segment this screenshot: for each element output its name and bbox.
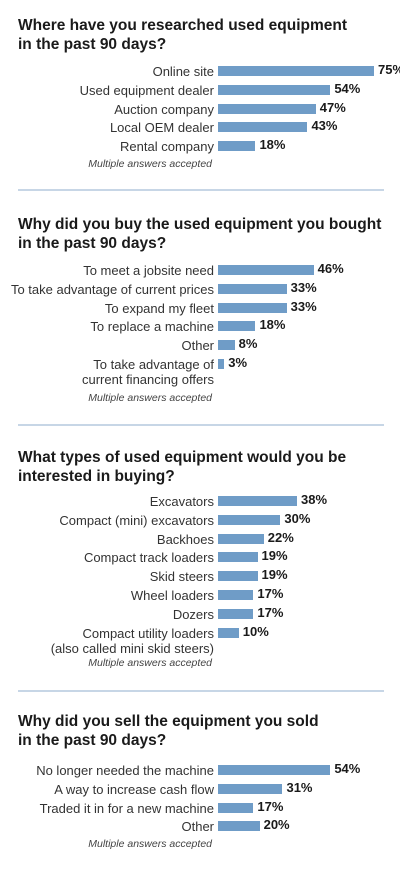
chart-title: Why did you buy the used equipment you b…	[18, 216, 382, 252]
category-label: Compact track loaders	[83, 550, 214, 566]
data-bar	[218, 571, 258, 582]
category-label: Backhoes	[156, 531, 214, 547]
data-value-label: 18%	[259, 137, 286, 153]
section-divider	[18, 189, 384, 191]
data-bar	[218, 802, 254, 813]
data-bar	[218, 608, 254, 619]
data-bar	[218, 321, 256, 332]
data-value-label: 47%	[319, 99, 346, 115]
category-label: To meet a jobsite need	[83, 263, 214, 278]
chart-title: Why did you sell the equipment you sold i…	[18, 713, 319, 749]
category-label: Online site	[152, 64, 214, 79]
category-label: Local OEM dealer	[109, 120, 214, 136]
category-label: Traded it in for a new machine	[39, 800, 214, 816]
data-value-label: 43%	[311, 118, 338, 134]
data-bar	[218, 283, 287, 294]
chart-title: What types of used equipment would you b…	[18, 449, 347, 485]
category-label: A way to increase cash flow	[54, 781, 214, 797]
data-value-label: 19%	[261, 548, 288, 564]
data-value-label: 54%	[334, 761, 361, 776]
data-value-label: 10%	[242, 623, 269, 639]
data-bar	[218, 103, 316, 114]
section-divider	[18, 424, 384, 426]
data-bar	[218, 340, 235, 351]
chart-title: Where have you researched used equipment…	[18, 17, 348, 53]
category-label: To take advantage of current prices	[10, 281, 214, 297]
data-value-label: 75%	[378, 62, 400, 77]
data-bar	[218, 533, 264, 544]
category-label: Excavators	[149, 494, 214, 509]
data-value-label: 17%	[257, 798, 284, 814]
category-label: Compact (mini) excavators	[59, 512, 214, 528]
footnote: Multiple answers accepted	[88, 838, 212, 850]
footnote: Multiple answers accepted	[88, 158, 212, 170]
category-label: Compact utility loaders (also called mini…	[50, 625, 214, 656]
data-bar	[218, 552, 258, 563]
category-label: Other	[181, 819, 214, 835]
data-value-label: 38%	[301, 492, 328, 507]
footnote: Multiple answers accepted	[88, 392, 212, 404]
section-divider	[18, 690, 384, 692]
data-bar	[218, 84, 331, 95]
category-label: Rental company	[120, 139, 214, 155]
data-bar	[218, 302, 287, 313]
data-value-label: 18%	[259, 317, 286, 333]
category-label: No longer needed the machine	[36, 763, 214, 778]
data-bar	[218, 496, 298, 506]
data-bar	[218, 627, 239, 638]
category-label: To expand my fleet	[104, 300, 214, 316]
data-bar	[218, 66, 374, 76]
category-label: Wheel loaders	[130, 588, 214, 603]
footnote: Multiple answers accepted	[88, 657, 212, 669]
data-value-label: 3%	[228, 355, 248, 370]
data-value-label: 54%	[334, 80, 361, 96]
data-bar	[218, 122, 308, 133]
category-label: To replace a machine	[90, 319, 214, 335]
data-value-label: 8%	[238, 336, 258, 352]
category-label: Dozers	[172, 606, 214, 622]
category-label: Auction company	[114, 101, 214, 117]
data-bar	[218, 359, 225, 369]
data-value-label: 19%	[261, 567, 288, 583]
data-value-label: 33%	[290, 279, 317, 295]
data-bar	[218, 514, 281, 525]
data-value-label: 17%	[257, 604, 284, 620]
category-label: Skid steers	[149, 569, 214, 585]
data-bar	[218, 783, 283, 794]
data-value-label: 17%	[257, 586, 284, 601]
category-label: Other	[181, 338, 214, 354]
data-bar	[218, 765, 331, 775]
data-value-label: 33%	[290, 298, 317, 314]
data-bar	[218, 141, 256, 152]
data-value-label: 30%	[284, 510, 311, 526]
data-value-label: 46%	[317, 261, 344, 276]
category-label: To take advantage of current financing of…	[82, 357, 214, 387]
data-bar	[218, 590, 254, 600]
category-label: Used equipment dealer	[79, 82, 214, 98]
data-bar	[218, 265, 314, 275]
data-value-label: 31%	[286, 779, 313, 795]
data-value-label: 20%	[263, 817, 290, 833]
data-bar	[218, 821, 260, 832]
data-value-label: 22%	[267, 529, 294, 545]
